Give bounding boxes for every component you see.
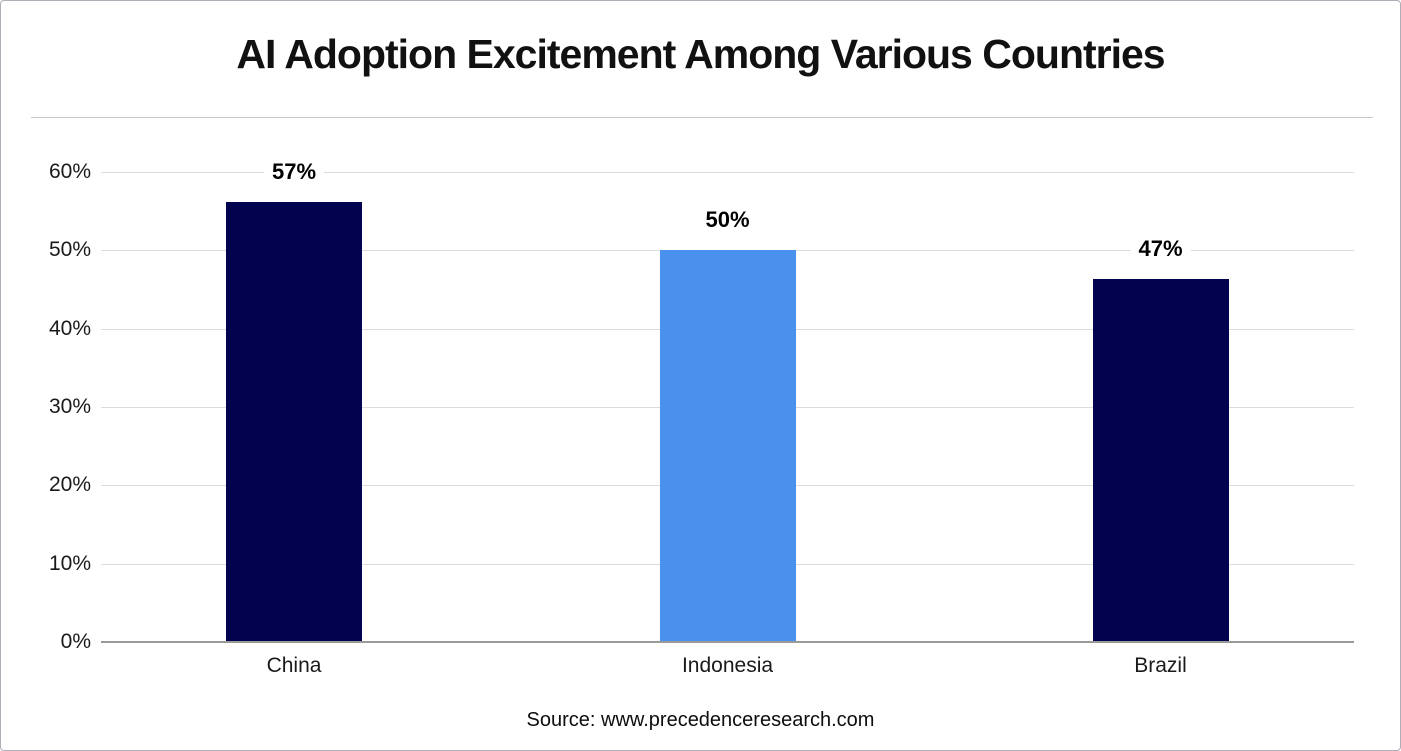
- y-tick-label-0%: 0%: [60, 630, 91, 653]
- bar-value-label-china: 57%: [263, 157, 325, 187]
- bar-brazil: [1092, 279, 1229, 642]
- y-tick-label-10%: 10%: [48, 551, 91, 575]
- source-text: Source: www.precedenceresearch.com: [526, 709, 875, 731]
- bar-value-label-indonesia: 50%: [697, 206, 758, 235]
- y-tick-label-50%: 50%: [48, 238, 91, 262]
- title-divider: [31, 117, 1373, 118]
- chart-title: AI Adoption Excitement Among Various Cou…: [236, 31, 1165, 77]
- x-axis-line: [101, 641, 1354, 643]
- bar-china: [226, 201, 362, 642]
- x-axis-label-china: China: [266, 654, 322, 677]
- gridline-60%: [101, 172, 1354, 173]
- y-tick-label-20%: 20%: [48, 473, 91, 497]
- x-axis-label-indonesia: Indonesia: [681, 654, 774, 677]
- y-tick-label-40%: 40%: [48, 316, 91, 340]
- x-axis-label-brazil: Brazil: [1134, 654, 1187, 677]
- bar-value-label-brazil: 47%: [1130, 235, 1191, 264]
- y-tick-label-60%: 60%: [48, 160, 91, 183]
- y-tick-label-30%: 30%: [48, 395, 91, 418]
- bar-indonesia: [659, 250, 796, 642]
